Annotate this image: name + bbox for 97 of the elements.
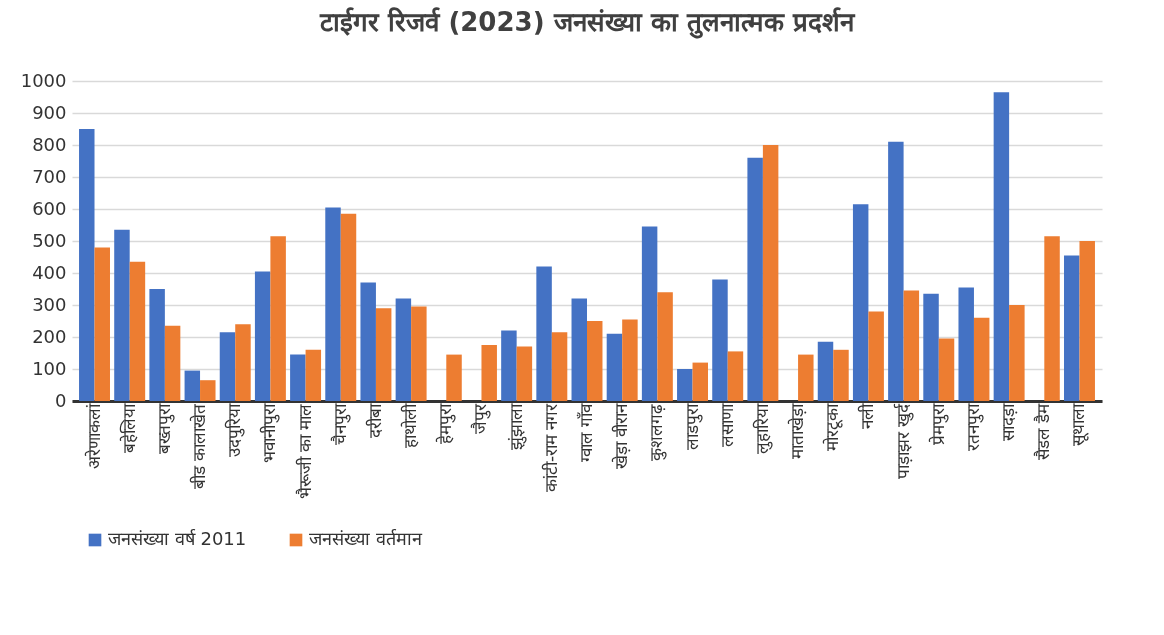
x-tick-label: भवानीपुरा <box>259 402 281 463</box>
y-tick-label: 300 <box>32 293 67 315</box>
bar <box>938 338 955 401</box>
bar <box>888 141 904 401</box>
y-tick-label: 1000 <box>20 69 67 91</box>
bar <box>677 369 693 401</box>
bar <box>587 321 603 401</box>
y-tick-label: 0 <box>55 389 67 411</box>
bar <box>657 292 673 401</box>
bar <box>254 271 271 401</box>
bar <box>923 293 939 401</box>
x-tick-label: नली <box>857 402 878 429</box>
x-tick-label: हेमपुरा <box>435 402 457 444</box>
bar <box>817 341 834 401</box>
bar <box>551 332 568 401</box>
legend-label: जनसंख्या वर्ष 2011 <box>108 528 247 549</box>
chart-title: टाईगर रिजर्व (2023) जनसंख्या का तुलनात्मक प्रदर्शन <box>319 7 856 39</box>
bar <box>235 324 251 401</box>
x-tick-label: लुहारिया <box>751 402 773 454</box>
x-tick-label: माताखेड़ा <box>787 402 808 459</box>
bar <box>1064 255 1080 401</box>
x-tick-label: लसाणा <box>716 402 737 447</box>
bar <box>79 129 95 401</box>
x-tick-label: कांटी-राम नगर <box>540 402 561 493</box>
bar <box>622 319 638 401</box>
y-tick-label: 100 <box>32 357 67 379</box>
y-tick-label: 900 <box>32 101 67 123</box>
bar <box>395 298 412 401</box>
bar <box>340 213 357 401</box>
bar <box>325 207 341 401</box>
x-tick-label: मोरटूका <box>822 402 844 451</box>
y-tick-label: 800 <box>32 133 67 155</box>
x-tick-label: ग्वाल गाँव <box>576 402 596 462</box>
x-tick-label: सादड़ा <box>998 402 1019 441</box>
bar <box>833 349 849 401</box>
x-tick-label: सैडल डैम <box>1033 402 1054 460</box>
bar <box>1044 236 1060 401</box>
bar <box>798 354 814 401</box>
bar <box>1079 241 1095 401</box>
bar <box>94 247 110 401</box>
x-tick-label: प्रेमपुरा <box>927 402 949 445</box>
bar <box>305 349 322 401</box>
bar <box>184 370 201 401</box>
bar <box>360 282 376 401</box>
x-tick-label: कुशलगढ़ <box>646 403 668 461</box>
bar <box>446 354 462 401</box>
bar <box>727 351 744 401</box>
bar <box>149 289 165 401</box>
x-tick-label: लाडपुरा <box>681 402 703 450</box>
bar <box>641 226 658 401</box>
x-tick-label: दरीबा <box>364 402 385 438</box>
x-tick-label: झुंझाला <box>505 402 527 450</box>
bar <box>747 157 763 401</box>
y-tick-label: 200 <box>32 325 67 347</box>
bar <box>868 311 884 401</box>
bar <box>200 380 216 401</box>
bar <box>903 290 920 401</box>
bar <box>290 354 306 401</box>
x-tick-label: खेड़ा वीरान <box>611 402 632 469</box>
bar <box>536 266 552 401</box>
x-tick-label: हाथोली <box>400 402 421 448</box>
x-tick-label: बीड कालाखेत <box>189 403 210 489</box>
legend-label: जनसंख्या वर्तमान <box>309 528 423 549</box>
y-tick-label: 400 <box>32 261 67 283</box>
bar <box>571 298 587 401</box>
bar <box>852 204 869 401</box>
x-tick-label: चैनपुरा <box>329 402 351 445</box>
bar <box>411 306 427 401</box>
bar <box>712 279 728 401</box>
bar <box>481 345 497 401</box>
x-tick-label: रतनपुरा <box>962 402 984 451</box>
bar <box>501 330 517 401</box>
y-tick-label: 600 <box>32 197 67 219</box>
bar <box>516 346 533 401</box>
x-tick-label: बहेलिया <box>118 402 139 453</box>
x-tick-label: जैपुर <box>470 402 492 434</box>
y-tick-label: 700 <box>32 165 67 187</box>
x-tick-label: बख्तपुरा <box>153 402 175 454</box>
bar <box>993 92 1010 401</box>
bar <box>129 261 146 401</box>
bar <box>762 145 779 401</box>
bar <box>270 236 286 401</box>
bar <box>375 308 392 401</box>
x-tick-label: उदपुरिया <box>224 402 246 457</box>
x-tick-label: सूथाला <box>1068 402 1090 446</box>
y-tick-label: 500 <box>32 229 67 251</box>
bar <box>973 317 990 401</box>
x-tick-label: पाड़ाझर खुर्द <box>892 402 914 479</box>
bar <box>606 333 623 401</box>
bar <box>164 325 181 401</box>
bar <box>692 362 709 401</box>
bar <box>114 229 130 401</box>
x-tick-label: भैरूजी का माल <box>294 403 315 500</box>
bar <box>1009 305 1025 401</box>
x-tick-label: अरेणाकलां <box>83 402 104 469</box>
bar <box>958 287 974 401</box>
bar <box>219 332 236 401</box>
